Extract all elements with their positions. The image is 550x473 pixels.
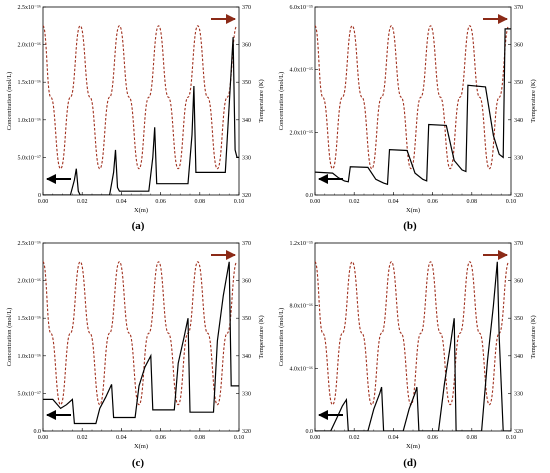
y-left-axis-label: Concentration (mol/L) <box>6 72 13 131</box>
x-tick-label: 0.10 <box>506 435 517 441</box>
plot-frame <box>42 6 240 196</box>
panel-label: (d) <box>403 457 417 469</box>
y-right-axis-label: Temperature (K) <box>258 315 265 358</box>
x-tick-label: 0.06 <box>155 199 166 205</box>
y-right-axis-label: Temperature (K) <box>530 79 537 122</box>
y-left-tick-label: 0.0 <box>306 429 314 435</box>
y-left-axis-label: Concentration (mol/L) <box>6 308 13 367</box>
x-tick-label: 0.02 <box>349 435 360 441</box>
y-left-tick-label: 4.0x10⁻¹⁶ <box>289 366 313 372</box>
y-right-tick-label: 340 <box>242 354 251 360</box>
y-left-tick-label: 1.0x10⁻¹⁶ <box>17 118 41 124</box>
x-tick-label: 0.04 <box>116 435 127 441</box>
x-tick-label: 0.02 <box>349 199 360 205</box>
y-left-axis-label: Concentration (mol/L) <box>278 72 285 131</box>
y-right-axis-label: Temperature (K) <box>530 315 537 358</box>
y-right-axis-label: Temperature (K) <box>258 79 265 122</box>
y-left-tick-label: 1.2x10⁻¹⁵ <box>289 241 313 247</box>
y-left-tick-label: 2.0x10⁻¹⁵ <box>289 130 313 136</box>
y-right-tick-label: 330 <box>242 155 251 161</box>
y-left-tick-label: 1.5x10⁻¹⁶ <box>17 80 41 86</box>
y-right-tick-label: 320 <box>514 193 523 199</box>
x-axis-label: X(m) <box>134 443 148 450</box>
y-right-tick-label: 340 <box>514 354 523 360</box>
y-left-tick-label: 0.0 <box>306 193 314 199</box>
y-left-tick-label: 2.0x10⁻¹⁶ <box>17 43 41 49</box>
y-left-tick-label: 5.0x10⁻¹⁷ <box>17 391 41 397</box>
y-right-tick-label: 370 <box>242 241 251 247</box>
x-tick-label: 0.08 <box>195 199 206 205</box>
x-tick-label: 0.02 <box>77 199 88 205</box>
y-left-tick-label: 4.0x10⁻¹⁵ <box>289 68 313 74</box>
temperature-line <box>43 25 238 170</box>
x-axis-label: X(m) <box>406 443 420 450</box>
chart-panel: 0.00 0.02 0.04 0.06 0.08 0.10 0.0 2.0x10⁻¹⁵ 4.0x… <box>278 5 537 232</box>
y-right-tick-label: 360 <box>242 43 251 49</box>
x-tick-label: 0.08 <box>195 435 206 441</box>
y-right-tick-label: 370 <box>242 5 251 11</box>
x-tick-label: 0.04 <box>388 435 399 441</box>
y-left-tick-label: 2.0x10⁻¹⁶ <box>17 279 41 285</box>
x-tick-label: 0.06 <box>427 435 438 441</box>
y-right-tick-label: 350 <box>514 316 523 322</box>
x-tick-label: 0.08 <box>467 199 478 205</box>
concentration-line <box>43 261 239 425</box>
x-tick-label: 0.04 <box>116 199 127 205</box>
temperature-line <box>315 25 510 170</box>
y-right-tick-label: 320 <box>514 429 523 435</box>
panel-label: (b) <box>403 220 417 232</box>
y-left-axis-label: Concentration (mol/L) <box>278 308 285 367</box>
y-right-tick-label: 360 <box>514 279 523 285</box>
y-left-tick-label: 2.5x10⁻¹⁶ <box>17 5 41 11</box>
x-axis-label: X(m) <box>406 207 420 214</box>
y-left-tick-label: 0.0 <box>34 429 42 435</box>
x-tick-label: 0.02 <box>77 435 88 441</box>
x-tick-label: 0.00 <box>38 199 49 205</box>
y-right-tick-label: 330 <box>514 391 523 397</box>
y-right-tick-label: 320 <box>242 429 251 435</box>
concentration-line <box>315 261 511 431</box>
y-right-tick-label: 370 <box>514 5 523 11</box>
y-left-tick-label: 1.0x10⁻¹⁶ <box>17 354 41 360</box>
y-right-tick-label: 340 <box>242 118 251 124</box>
y-right-tick-label: 320 <box>242 193 251 199</box>
y-right-tick-label: 330 <box>242 391 251 397</box>
x-tick-label: 0.06 <box>427 199 438 205</box>
y-right-tick-label: 350 <box>242 316 251 322</box>
x-tick-label: 0.00 <box>38 435 49 441</box>
y-right-tick-label: 350 <box>514 80 523 86</box>
temperature-line <box>315 261 510 406</box>
x-tick-label: 0.06 <box>155 435 166 441</box>
panel-label: (a) <box>132 220 145 232</box>
y-left-tick-label: 8.0x10⁻¹⁶ <box>289 304 313 310</box>
x-tick-label: 0.04 <box>388 199 399 205</box>
x-tick-label: 0.00 <box>310 199 321 205</box>
x-tick-label: 0.00 <box>310 435 321 441</box>
y-right-tick-label: 350 <box>242 80 251 86</box>
chart-panel: 0.00 0.02 0.04 0.06 0.08 0.10 0.0 5.0x10⁻¹⁷ 1.0x… <box>6 241 265 469</box>
y-right-tick-label: 340 <box>514 118 523 124</box>
temperature-line <box>43 261 238 406</box>
y-left-tick-label: 5.0x10⁻¹⁷ <box>17 155 41 161</box>
y-right-tick-label: 330 <box>514 155 523 161</box>
x-tick-label: 0.10 <box>234 199 245 205</box>
y-left-tick-label: 1.5x10⁻¹⁶ <box>17 316 41 322</box>
chart-panel: 0.00 0.02 0.04 0.06 0.08 0.10 0.0 4.0x10⁻¹⁶ 8.0x… <box>278 241 537 469</box>
concentration-line <box>315 28 511 186</box>
chart-panel: 0.00 0.02 0.04 0.06 0.08 0.10 0 5.0x10⁻¹⁷ 1.0x10… <box>6 5 265 232</box>
x-axis-label: X(m) <box>134 207 148 214</box>
concentration-line <box>43 37 239 195</box>
y-left-tick-label: 2.5x10⁻¹⁶ <box>17 241 41 247</box>
x-tick-label: 0.08 <box>467 435 478 441</box>
panel-label: (c) <box>132 457 145 469</box>
x-tick-label: 0.10 <box>506 199 517 205</box>
y-left-tick-label: 0 <box>38 193 41 199</box>
y-right-tick-label: 360 <box>514 43 523 49</box>
y-right-tick-label: 360 <box>242 279 251 285</box>
y-right-tick-label: 370 <box>514 241 523 247</box>
x-tick-label: 0.10 <box>234 435 245 441</box>
y-left-tick-label: 6.0x10⁻¹⁵ <box>289 5 313 11</box>
